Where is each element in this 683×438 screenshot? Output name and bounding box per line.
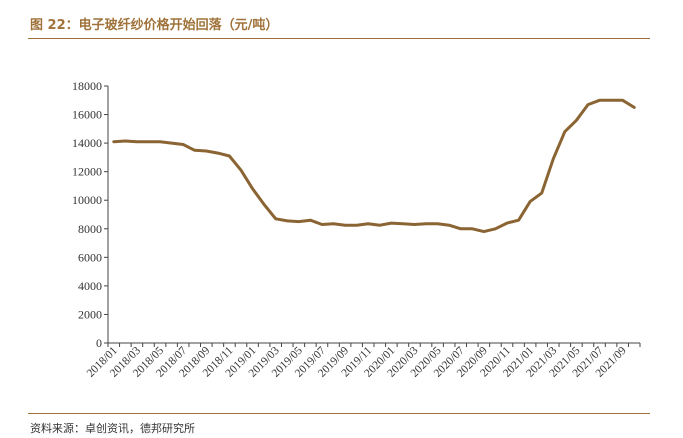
y-tick-label: 8000 <box>78 222 102 236</box>
series-line <box>112 98 636 234</box>
y-tick-label: 18000 <box>72 79 102 93</box>
chart-axes <box>107 86 640 344</box>
y-tick-label: 16000 <box>72 108 102 122</box>
y-tick-label: 12000 <box>72 165 102 179</box>
y-tick-label: 6000 <box>78 250 102 264</box>
title-divider <box>28 38 650 39</box>
source-divider <box>28 413 650 414</box>
y-axis-ticks: 0 2000 4000 6000 8000 10000 12000 14000 16000 180… <box>72 79 108 350</box>
x-axis-ticks: 2018/012018/032018/052018/072018/092018/… <box>85 343 641 380</box>
figure-source: 资料来源：卓创资讯，德邦研究所 <box>30 422 195 435</box>
y-tick-label: 10000 <box>72 193 102 207</box>
y-tick-label: 4000 <box>78 279 102 293</box>
y-tick-label: 0 <box>96 336 102 350</box>
y-tick-label: 14000 <box>72 136 102 150</box>
figure-title: 图 22：电子玻纤纱价格开始回落（元/吨） <box>30 18 279 33</box>
y-tick-label: 2000 <box>78 307 102 321</box>
chart-series <box>112 98 636 234</box>
